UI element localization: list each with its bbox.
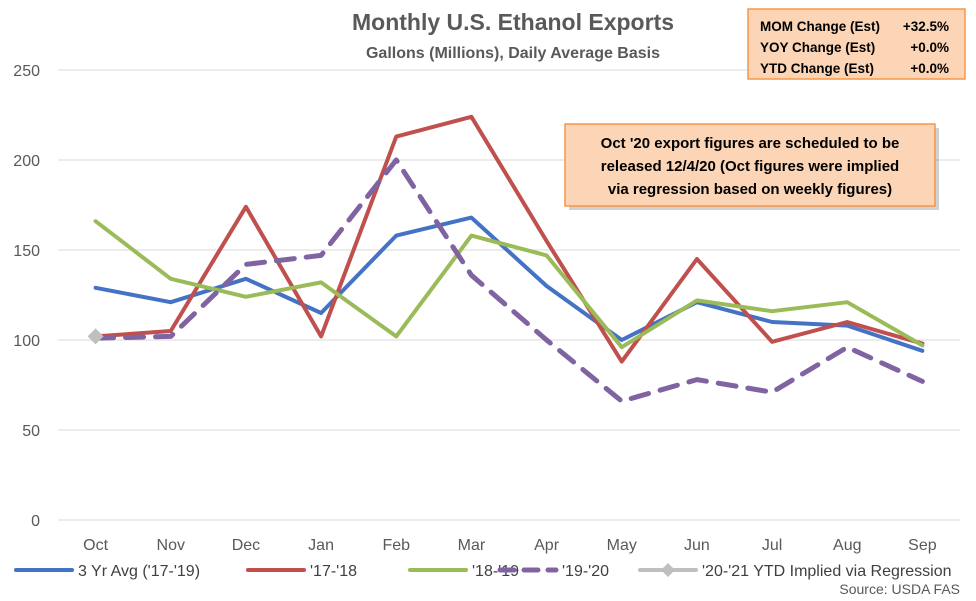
x-tick-label: Dec: [232, 537, 260, 554]
x-tick-label: Jul: [762, 537, 782, 554]
annotation-line-2: released 12/4/20 (Oct figures were impli…: [601, 158, 899, 175]
x-axis-ticks: Oct Nov Dec Jan Feb Mar Apr May Jun Jul Aug Sep: [83, 537, 937, 554]
x-tick-label: Mar: [458, 537, 486, 554]
y-tick-label: 200: [13, 153, 40, 170]
legend-label-2: '18-'19: [472, 563, 519, 580]
x-tick-label: Apr: [534, 537, 560, 554]
stats-yoy-value: +0.0%: [910, 40, 949, 55]
x-tick-label: Nov: [157, 537, 185, 554]
stats-ytd-value: +0.0%: [910, 61, 949, 76]
annotation-line-1: Oct '20 export figures are scheduled to …: [601, 135, 900, 152]
y-tick-label: 150: [13, 243, 40, 260]
stats-mom-value: +32.5%: [903, 19, 949, 34]
stats-box-background: [747, 8, 966, 80]
x-tick-label: May: [607, 537, 637, 554]
y-tick-label: 0: [31, 513, 40, 530]
x-tick-label: Jan: [308, 537, 334, 554]
annotation-background: [564, 123, 936, 207]
x-tick-label: Jun: [684, 537, 710, 554]
source-note: Source: USDA FAS: [839, 581, 960, 597]
chart-title: Monthly U.S. Ethanol Exports: [352, 9, 674, 35]
stats-mom-label: MOM Change (Est): [760, 19, 880, 34]
stats-box: MOM Change (Est) +32.5% YOY Change (Est)…: [747, 8, 966, 80]
legend-label-4: '20-'21 YTD Implied via Regression: [702, 563, 951, 580]
legend: 3 Yr Avg ('17-'19) '17-'18 '18-'19 '19-'20 '…: [14, 563, 951, 580]
legend-label-3: '19-'20: [562, 563, 609, 580]
legend-marker-4: [661, 563, 675, 577]
series-line-3: [93, 157, 925, 404]
legend-label-0: 3 Yr Avg ('17-'19): [78, 563, 200, 580]
y-tick-label: 100: [13, 333, 40, 350]
series-line-1: [93, 114, 925, 364]
legend-label-1: '17-'18: [310, 563, 357, 580]
x-tick-label: Aug: [833, 537, 861, 554]
y-tick-label: 50: [22, 423, 40, 440]
annotation-box: Oct '20 export figures are scheduled to …: [564, 123, 939, 210]
series-marker-4: [87, 328, 104, 345]
series-line-2: [93, 219, 925, 350]
x-tick-label: Feb: [382, 537, 410, 554]
y-axis-ticks: 0 50 100 150 200 250: [13, 63, 40, 530]
annotation-line-3: via regression based on weekly figures): [608, 181, 892, 198]
chart-subtitle: Gallons (Millions), Daily Average Basis: [366, 45, 660, 62]
x-tick-label: Oct: [83, 537, 108, 554]
stats-ytd-label: YTD Change (Est): [760, 61, 874, 76]
series-line-0: [93, 215, 925, 353]
stats-yoy-label: YOY Change (Est): [760, 40, 875, 55]
series-lines: [87, 114, 925, 404]
x-tick-label: Sep: [908, 537, 937, 554]
gridlines: [58, 69, 960, 521]
y-tick-label: 250: [13, 63, 40, 80]
